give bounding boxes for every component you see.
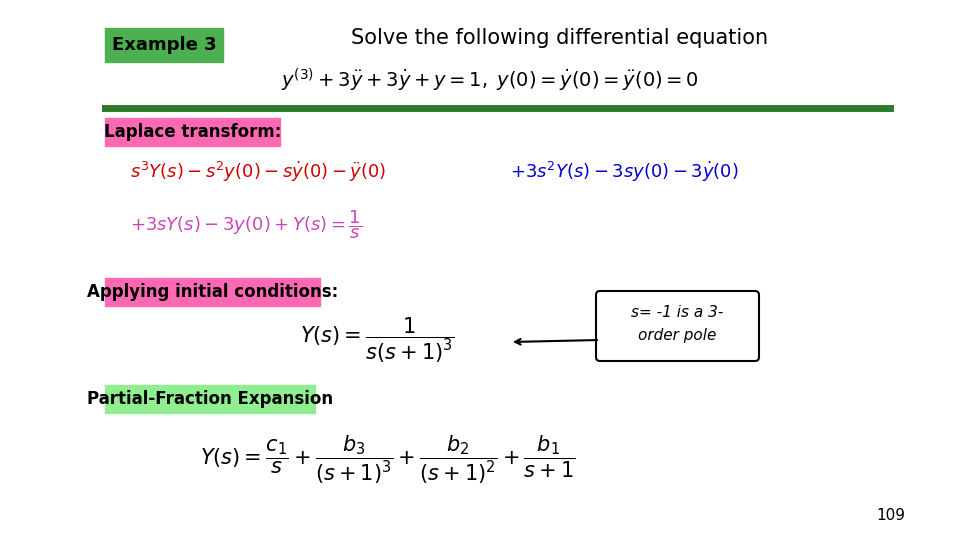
- Text: Laplace transform:: Laplace transform:: [104, 123, 281, 141]
- FancyBboxPatch shape: [105, 278, 320, 306]
- Text: s= -1 is a 3-
order pole: s= -1 is a 3- order pole: [632, 306, 724, 342]
- Text: $s^3Y(s)-s^2y(0)-s\dot{y}(0)-\ddot{y}(0)$: $s^3Y(s)-s^2y(0)-s\dot{y}(0)-\ddot{y}(0)…: [130, 160, 386, 184]
- FancyBboxPatch shape: [596, 291, 759, 361]
- Text: $Y(s)=\dfrac{c_1}{s}+\dfrac{b_3}{(s+1)^3}+\dfrac{b_2}{(s+1)^2}+\dfrac{b_1}{s+1}$: $Y(s)=\dfrac{c_1}{s}+\dfrac{b_3}{(s+1)^3…: [200, 434, 576, 487]
- FancyBboxPatch shape: [105, 118, 280, 146]
- Text: $Y(s)=\dfrac{1}{s(s+1)^3}$: $Y(s)=\dfrac{1}{s(s+1)^3}$: [300, 315, 455, 364]
- Text: $+3s^2Y(s)-3sy(0)-3\dot{y}(0)$: $+3s^2Y(s)-3sy(0)-3\dot{y}(0)$: [510, 160, 739, 184]
- Text: Partial-Fraction Expansion: Partial-Fraction Expansion: [87, 390, 333, 408]
- Text: 109: 109: [876, 508, 905, 523]
- Text: $y^{(3)}+3\ddot{y}+3\dot{y}+y=1,\;y(0)=\dot{y}(0)=\ddot{y}(0)=0$: $y^{(3)}+3\ddot{y}+3\dot{y}+y=1,\;y(0)=\…: [281, 66, 699, 93]
- FancyBboxPatch shape: [105, 28, 223, 62]
- Text: $+3sY(s)-3y(0)+Y(s)=\dfrac{1}{s}$: $+3sY(s)-3y(0)+Y(s)=\dfrac{1}{s}$: [130, 208, 362, 241]
- Text: Example 3: Example 3: [111, 36, 216, 54]
- FancyBboxPatch shape: [105, 385, 315, 413]
- Text: Solve the following differential equation: Solve the following differential equatio…: [351, 28, 769, 48]
- Text: Applying initial conditions:: Applying initial conditions:: [86, 283, 338, 301]
